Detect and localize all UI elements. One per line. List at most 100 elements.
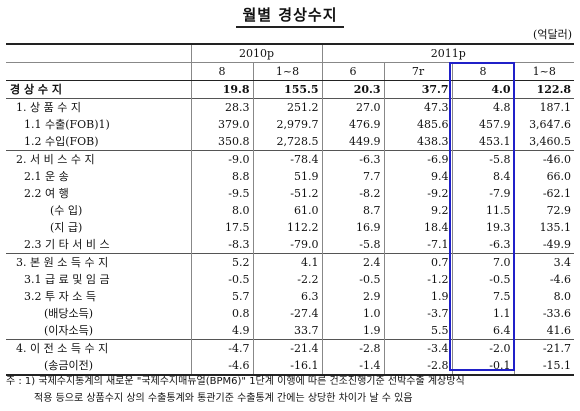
table-row: 3.1 급 료 및 임 금 -0.5 -2.2 -0.5 -1.2 -0.5 -4.6 xyxy=(6,271,575,288)
table-row: (이자소득) 4.9 33.7 1.9 5.5 6.4 41.6 xyxy=(6,322,575,340)
row-value: 6.4 xyxy=(451,322,515,340)
row-value: -2.8 xyxy=(383,357,453,376)
row-label: 3. 본 원 소 득 수 지 xyxy=(6,253,191,271)
row-value: 0.7 xyxy=(383,253,453,271)
row-value: 1.1 xyxy=(451,305,515,322)
header-2010: 2010p xyxy=(190,43,323,63)
row-value: -1.2 xyxy=(383,271,453,288)
row-value: 485.6 xyxy=(383,116,453,133)
footnote-line-1: 주 : 1) 국제수지통계의 새로운 "국제수지매뉴얼(BPM6)" 1단계 이… xyxy=(6,376,465,387)
table-row: 1. 상 품 수 지 28.3 251.2 27.0 47.3 4.8 187.1 xyxy=(6,98,575,116)
table-row: 2.1 운 송 8.8 51.9 7.7 9.4 8.4 66.0 xyxy=(6,168,575,185)
table-row: 3. 본 원 소 득 수 지 5.2 4.1 2.4 0.7 7.0 3.4 xyxy=(6,253,575,271)
row-value: 61.0 xyxy=(252,202,323,219)
row-value: 2,979.7 xyxy=(252,116,323,133)
row-label: (수 입) xyxy=(50,204,83,217)
row-label: 3.2 투 자 소 득 xyxy=(24,290,96,303)
row-label: 2.1 운 송 xyxy=(24,170,69,183)
row-label: 3.1 급 료 및 임 금 xyxy=(24,273,110,286)
row-value: 449.9 xyxy=(321,133,385,151)
table-row: 2.2 여 행 -9.5 -51.2 -8.2 -9.2 -7.9 -62.1 xyxy=(6,185,575,202)
row-label: (지 급) xyxy=(50,221,83,234)
row-value: -5.8 xyxy=(451,150,515,168)
row-value: -5.8 xyxy=(321,236,385,254)
row-label: 2.3 기 타 서 비 스 xyxy=(24,238,110,251)
row-value: -0.1 xyxy=(451,357,515,376)
row-value: 1.9 xyxy=(321,322,385,340)
row-value: 9.4 xyxy=(383,168,453,185)
row-value: -46.0 xyxy=(513,150,575,168)
unit-label: (억달러) xyxy=(533,28,572,41)
row-value: 187.1 xyxy=(513,98,575,116)
row-value: 9.2 xyxy=(383,202,453,219)
row-value: -4.6 xyxy=(513,271,575,288)
row-value: 155.5 xyxy=(252,80,323,99)
row-value: 1.0 xyxy=(321,305,385,322)
row-label: 1.2 수입(FOB) xyxy=(24,135,99,148)
row-value: 112.2 xyxy=(252,219,323,236)
column-header: 6 xyxy=(321,62,385,81)
row-value: 3.4 xyxy=(513,253,575,271)
table-row: 1.2 수입(FOB) 350.8 2,728.5 449.9 438.3 453.1 3,… xyxy=(6,133,575,151)
row-value: 8.0 xyxy=(513,288,575,305)
row-value: -6.9 xyxy=(383,150,453,168)
footnote-line-2: 적용 등으로 상품수지 상의 수출통계와 통관기준 수출통계 간에는 상당한 차… xyxy=(34,393,413,404)
row-value: -4.6 xyxy=(190,357,253,376)
row-value: -62.1 xyxy=(513,185,575,202)
table-row: 2.3 기 타 서 비 스 -8.3 -79.0 -5.8 -7.1 -6.3 -49.9 xyxy=(6,236,575,254)
row-value: -3.4 xyxy=(383,339,453,357)
row-value: -2.0 xyxy=(451,339,515,357)
row-value: -49.9 xyxy=(513,236,575,254)
row-label: 4. 이 전 소 득 수 지 xyxy=(6,339,191,357)
row-value: -9.2 xyxy=(383,185,453,202)
row-value: -0.5 xyxy=(190,271,253,288)
table-row: (배당소득) 0.8 -27.4 1.0 -3.7 1.1 -33.6 xyxy=(6,305,575,322)
row-value: 350.8 xyxy=(190,133,253,151)
row-value: 7.0 xyxy=(451,253,515,271)
row-value: 8.0 xyxy=(190,202,253,219)
row-value: 37.7 xyxy=(383,80,453,99)
row-value: -1.4 xyxy=(321,357,385,376)
row-value: 16.9 xyxy=(321,219,385,236)
row-value: 19.3 xyxy=(451,219,515,236)
row-label: (이자소득) xyxy=(44,324,94,337)
row-value: 4.8 xyxy=(451,98,515,116)
table-row: 3.2 투 자 소 득 5.7 6.3 2.9 1.9 7.5 8.0 xyxy=(6,288,575,305)
row-value: 2.9 xyxy=(321,288,385,305)
row-value: -78.4 xyxy=(252,150,323,168)
row-value: 19.8 xyxy=(190,80,253,99)
row-value: 18.4 xyxy=(383,219,453,236)
row-value: -2.2 xyxy=(252,271,323,288)
row-value: 20.3 xyxy=(321,80,385,99)
row-value: 66.0 xyxy=(513,168,575,185)
row-value: 476.9 xyxy=(321,116,385,133)
row-value: 8.8 xyxy=(190,168,253,185)
column-header: 8 xyxy=(451,62,515,81)
column-header: 1~8 xyxy=(513,62,575,81)
row-value: 3,647.6 xyxy=(513,116,575,133)
header-blank xyxy=(6,43,191,63)
header-blank-2 xyxy=(6,62,191,81)
column-header: 1~8 xyxy=(252,62,323,81)
row-value: 5.7 xyxy=(190,288,253,305)
row-value: 457.9 xyxy=(451,116,515,133)
row-value: 5.2 xyxy=(190,253,253,271)
table-title: 월별 경상수지 xyxy=(0,4,580,28)
table-row: 2. 서 비 스 수 지 -9.0 -78.4 -6.3 -6.9 -5.8 -46.0 xyxy=(6,150,575,168)
row-value: -2.8 xyxy=(321,339,385,357)
row-label: 경 상 수 지 xyxy=(10,83,62,96)
row-value: 72.9 xyxy=(513,202,575,219)
row-value: 1.9 xyxy=(383,288,453,305)
row-label: 1.1 수출(FOB)1) xyxy=(24,118,110,131)
row-value: 11.5 xyxy=(451,202,515,219)
row-value: 47.3 xyxy=(383,98,453,116)
row-value: 3,460.5 xyxy=(513,133,575,151)
table-row: (수 입) 8.0 61.0 8.7 9.2 11.5 72.9 xyxy=(6,202,575,219)
row-value: 2.4 xyxy=(321,253,385,271)
row-value: 28.3 xyxy=(190,98,253,116)
row-value: 0.8 xyxy=(190,305,253,322)
table-row: (지 급) 17.5 112.2 16.9 18.4 19.3 135.1 xyxy=(6,219,575,236)
column-header: 8 xyxy=(190,62,253,81)
row-value: -27.4 xyxy=(252,305,323,322)
row-value: -9.0 xyxy=(190,150,253,168)
